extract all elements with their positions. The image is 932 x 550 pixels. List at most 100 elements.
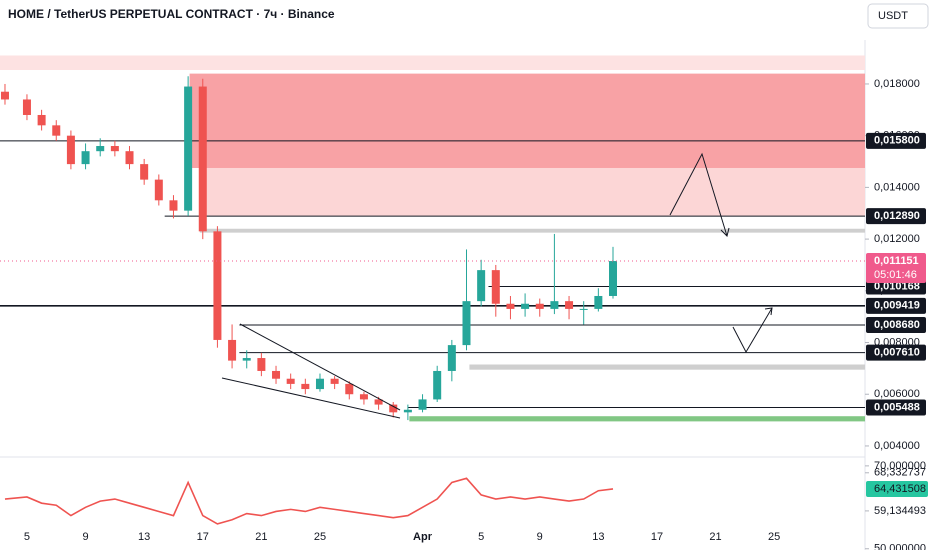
candle-body <box>447 345 456 371</box>
x-tick-label: Apr <box>413 531 433 543</box>
candle-body <box>140 164 149 180</box>
zone <box>409 416 865 422</box>
last-price-tag <box>866 253 926 284</box>
candle-body <box>228 339 237 361</box>
candle-body <box>66 135 75 165</box>
candle-body <box>242 358 251 361</box>
candle-body <box>286 378 295 384</box>
level-label: 0,010168 <box>874 280 920 292</box>
candle-body <box>96 146 105 152</box>
currency-label[interactable]: USDT <box>878 10 908 22</box>
x-tick-label: 17 <box>651 531 663 543</box>
level-tag <box>866 297 926 314</box>
zone <box>199 228 865 233</box>
candle-body <box>491 270 500 304</box>
level-label: 0,005488 <box>874 401 920 413</box>
candle-body <box>184 86 193 211</box>
candle-body <box>565 301 574 309</box>
y-tick-label: 0,014000 <box>874 181 920 193</box>
arrow-path <box>669 152 728 237</box>
candle-body <box>609 261 618 296</box>
level-tag <box>866 208 926 225</box>
y-tick-label: 0,018000 <box>874 78 920 90</box>
x-tick-label: 13 <box>138 531 150 543</box>
arrow-head <box>720 227 730 237</box>
zone <box>469 364 865 370</box>
level-label: 0,009419 <box>874 300 920 312</box>
x-tick-label: 9 <box>82 531 88 543</box>
candle-body <box>0 91 9 100</box>
y-tick-label: 0,012000 <box>874 233 920 245</box>
candle-body <box>301 383 310 390</box>
countdown: 05:01:46 <box>874 269 917 281</box>
level-label: 0,015800 <box>874 135 920 147</box>
candle-body <box>81 151 90 165</box>
candle-body <box>125 151 134 165</box>
level-label: 0,008680 <box>874 319 920 331</box>
y-tick-label: 68,332737 <box>874 467 926 479</box>
candle-body <box>330 378 339 384</box>
x-tick-label: 13 <box>592 531 604 543</box>
candle-body <box>535 303 544 309</box>
candle-body <box>198 86 207 232</box>
y-tick-label: 70,000000 <box>874 460 926 472</box>
candle-body <box>594 295 603 309</box>
candle-body <box>359 394 368 400</box>
x-tick-label: 5 <box>478 531 484 543</box>
candle-body <box>521 303 530 309</box>
indicator-value: 64,431508 <box>874 483 926 495</box>
x-tick-label: 21 <box>255 531 267 543</box>
level-tag <box>866 344 926 361</box>
x-tick-label: 17 <box>197 531 209 543</box>
level-tag <box>866 132 926 149</box>
candle-body <box>272 370 281 379</box>
candle-body <box>257 358 266 371</box>
candle-body <box>389 404 398 413</box>
candle-body <box>433 370 442 400</box>
candle-body <box>403 409 412 413</box>
indicator-line <box>4 477 614 525</box>
chart-title: HOME / TetherUS PERPETUAL CONTRACT · 7ч … <box>8 7 335 21</box>
y-tick-label: 50,000000 <box>874 543 926 550</box>
y-tick-label: 0,004000 <box>874 440 920 452</box>
currency-button[interactable] <box>867 3 929 29</box>
zone <box>199 167 865 216</box>
trend-line <box>221 377 401 419</box>
x-tick-label: 25 <box>314 531 326 543</box>
candle-body <box>315 378 324 390</box>
indicator-tag <box>866 480 928 497</box>
candle-body <box>579 308 588 310</box>
level-tag <box>866 316 926 333</box>
x-tick-label: 21 <box>709 531 721 543</box>
candle-body <box>506 303 515 309</box>
candle-body <box>52 125 61 136</box>
trend-line <box>239 323 401 411</box>
candle-body <box>110 146 119 152</box>
arrow-path <box>732 307 773 354</box>
zone <box>0 55 865 70</box>
candle-body <box>345 383 354 395</box>
candle-body <box>213 231 222 340</box>
last-price-label: 0,011151 <box>874 255 919 267</box>
arrow-head <box>764 307 773 316</box>
level-tag <box>866 399 926 416</box>
candle-body <box>418 399 427 410</box>
candle-body <box>37 114 46 126</box>
candle-body <box>462 301 471 346</box>
candle-body <box>550 301 559 309</box>
candle-body <box>169 200 178 211</box>
x-tick-label: 25 <box>768 531 780 543</box>
annotations <box>221 152 773 419</box>
zone <box>189 73 865 168</box>
candle-body <box>22 99 31 115</box>
level-label: 0,007610 <box>874 347 920 359</box>
y-tick-label: 59,134493 <box>874 505 926 517</box>
x-tick-label: 9 <box>537 531 543 543</box>
candle-body <box>477 270 486 302</box>
y-tick-label: 0,006000 <box>874 388 920 400</box>
level-label: 0,012890 <box>874 210 920 222</box>
candle-body <box>154 179 163 201</box>
candle-body <box>374 399 383 405</box>
